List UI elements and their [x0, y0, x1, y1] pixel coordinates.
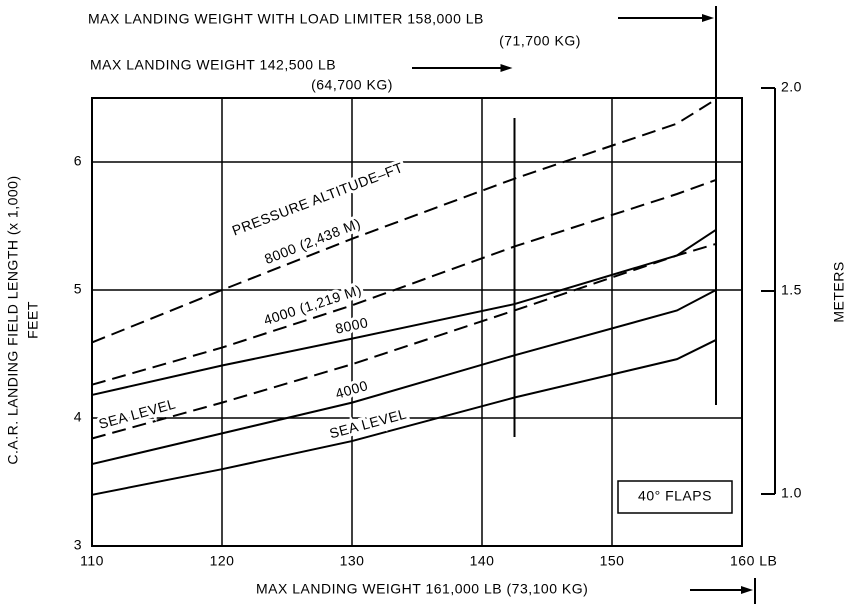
y-tick-label: 4 [74, 409, 82, 425]
note: 40° FLAPS [638, 488, 712, 504]
y-axis-label: C.A.R. LANDING FIELD LENGTH (x 1,000) [5, 175, 21, 464]
plot-frame [91, 97, 743, 547]
y2-tick-label: 1.0 [781, 485, 802, 501]
y-tick-label: 5 [74, 281, 82, 297]
series-line [91, 98, 717, 344]
y2-tick-label: 2.0 [781, 79, 802, 95]
annotation: MAX LANDING WEIGHT WITH LOAD LIMITER 158… [88, 11, 484, 27]
x-tick-label: 150 [600, 553, 625, 569]
note-box [617, 480, 733, 514]
chart-title: PRESSURE ALTITUDE–FT [230, 159, 405, 239]
series-line [91, 289, 717, 466]
arrow-head [500, 64, 513, 72]
series-line [91, 178, 717, 386]
annotation-sub: (71,700 KG) [499, 33, 581, 49]
y-tick-label: 6 [74, 153, 82, 169]
y-axis-label: FEET [25, 301, 41, 339]
x-tick-label: 130 [340, 553, 365, 569]
annotation: MAX LANDING WEIGHT 161,000 LB (73,100 KG… [256, 581, 588, 597]
y2-axis-label: METERS [831, 261, 847, 322]
annotation-sub: (64,700 KG) [311, 77, 393, 93]
y2-tick-label: 1.5 [781, 282, 802, 298]
x-tick-label: 110 [80, 553, 104, 569]
series-line [91, 339, 717, 496]
x-tick-label: 160 LB [730, 553, 777, 569]
series-line [91, 229, 717, 396]
x-tick-label: 120 [210, 553, 235, 569]
series-line [91, 242, 717, 440]
series-label: 8000 [334, 314, 370, 337]
arrow-head [702, 14, 714, 22]
arrow-head [741, 586, 753, 594]
y-tick-label: 3 [74, 537, 82, 553]
x-tick-label: 140 [470, 553, 495, 569]
annotation: MAX LANDING WEIGHT 142,500 LB [90, 57, 336, 73]
